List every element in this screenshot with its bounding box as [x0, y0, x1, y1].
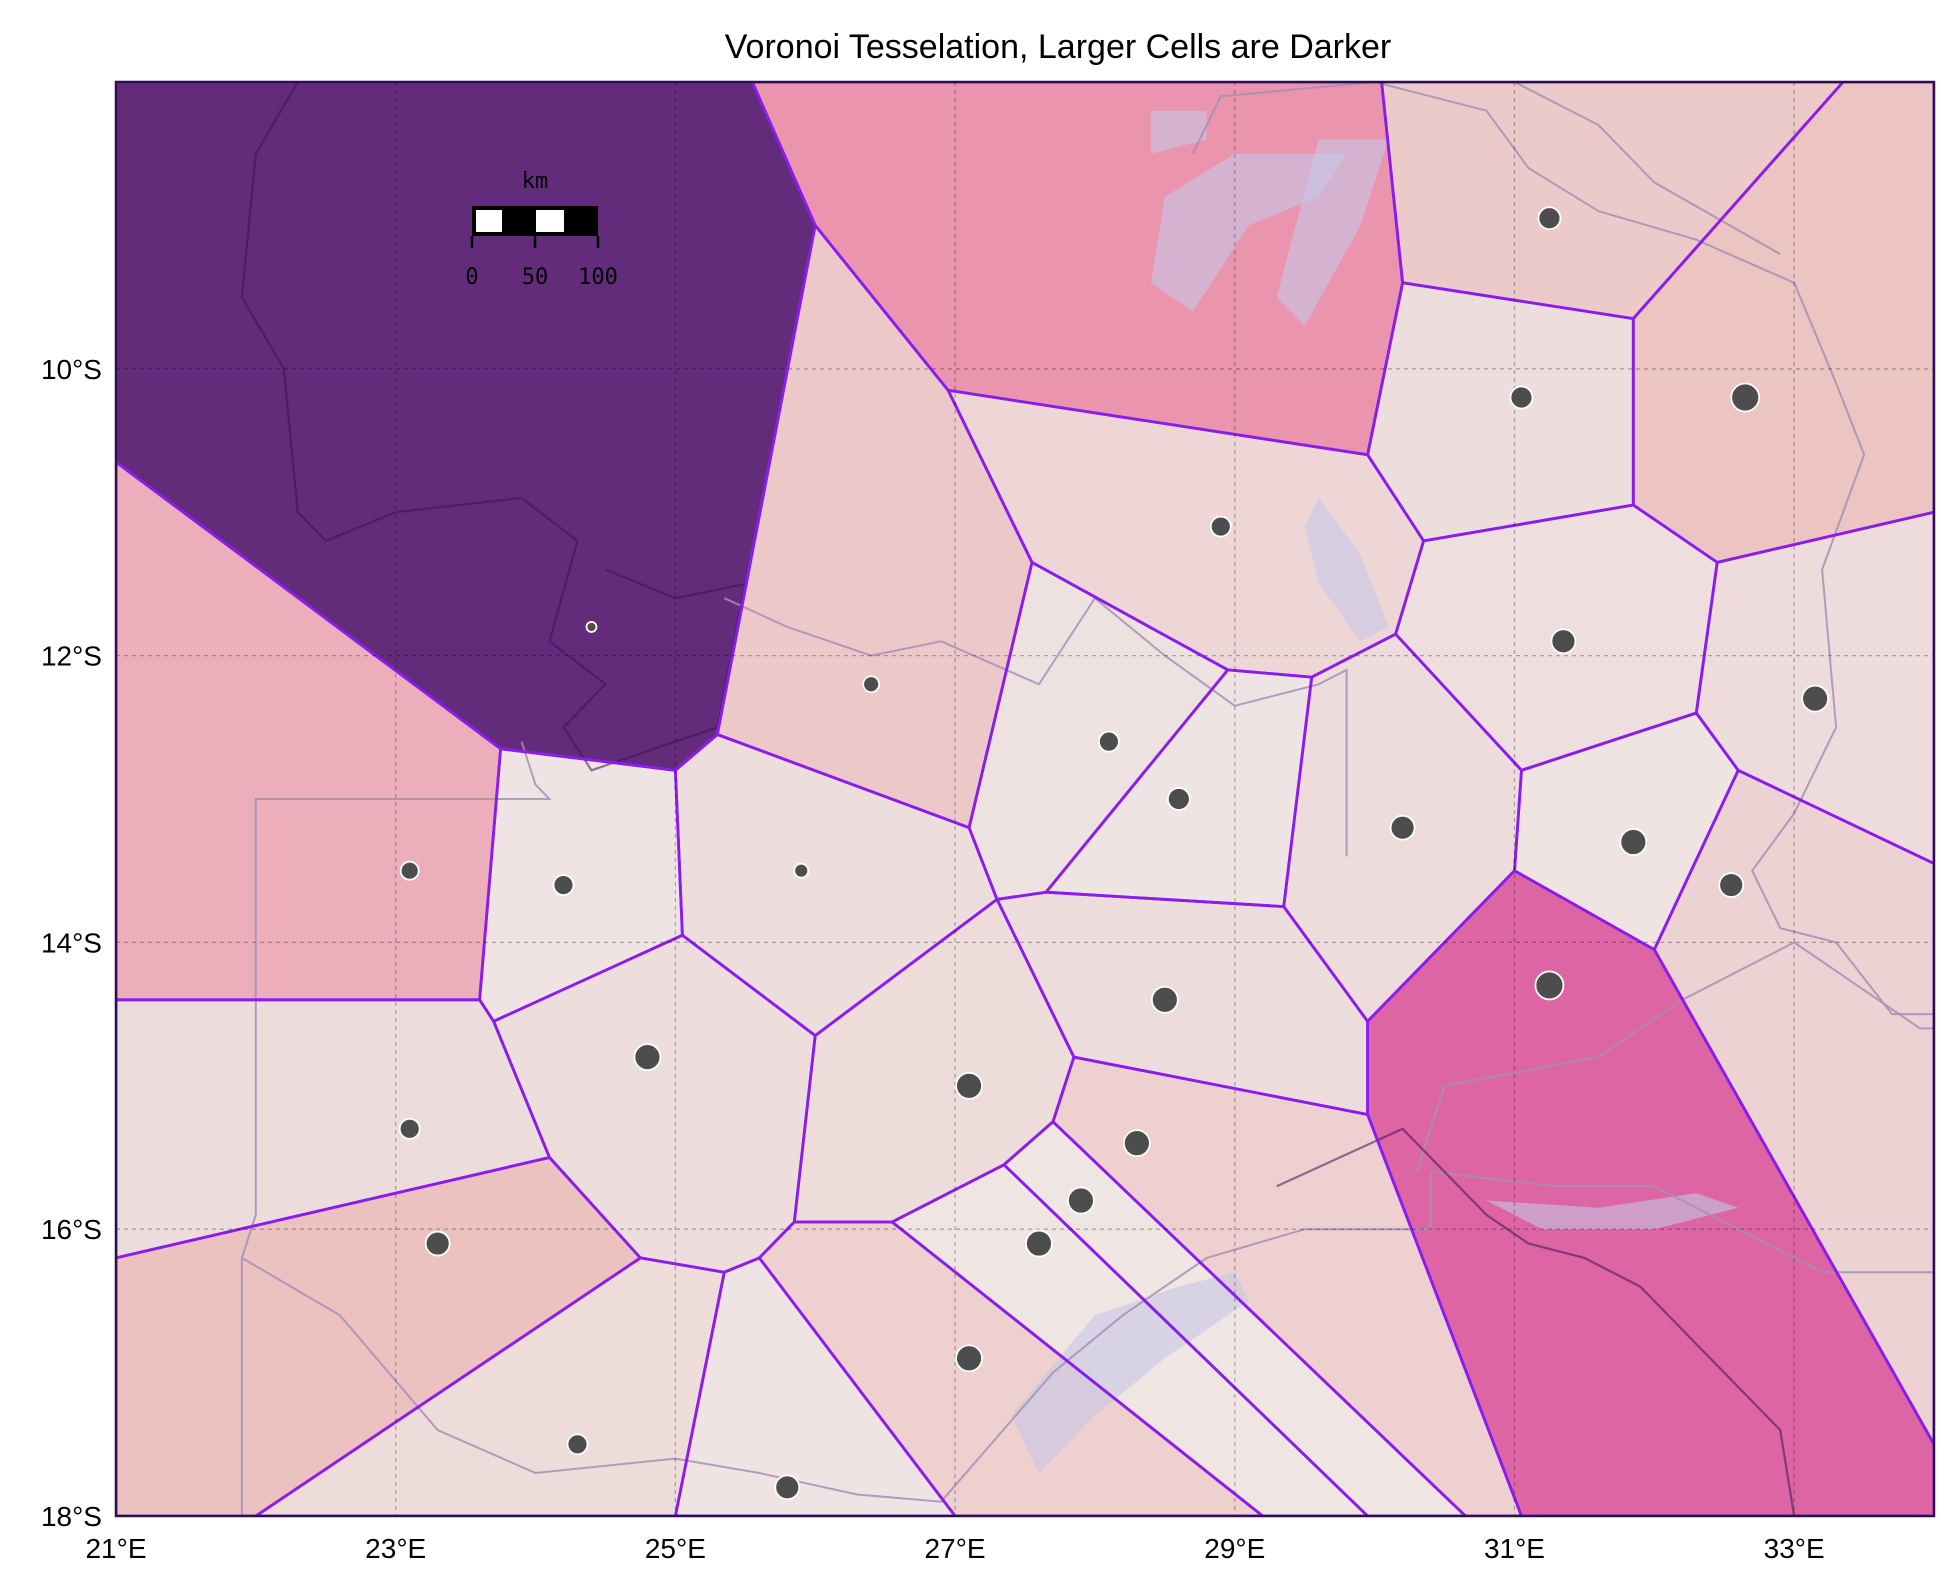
- site-point-5: [1550, 628, 1577, 655]
- gridlines: [116, 82, 1934, 1516]
- scale-bar-label-0: 0: [465, 265, 478, 290]
- site-point-12: [399, 860, 420, 881]
- site-point-17: [1150, 985, 1179, 1014]
- y-tick-label: 10°S: [41, 354, 102, 385]
- site-point-11: [1619, 828, 1648, 856]
- voronoi-cell-5: [717, 225, 1032, 828]
- site-point-8: [1801, 684, 1830, 713]
- voronoi-cell-6: [948, 390, 1424, 678]
- voronoi-cell-27: [675, 1257, 956, 1516]
- voronoi-cell-25: [116, 1157, 641, 1516]
- site-point-20: [398, 1117, 421, 1140]
- x-tick-label: 23°E: [365, 1533, 426, 1564]
- lakes-layer: [1011, 110, 1739, 1473]
- lake-3: [1486, 1193, 1739, 1230]
- x-tick-label: 33°E: [1764, 1533, 1825, 1564]
- voronoi-edge-26: [254, 1256, 726, 1516]
- chart-title: Voronoi Tesselation, Larger Cells are Da…: [725, 28, 1392, 66]
- site-points: [398, 206, 1830, 1501]
- y-axis-ticks: 10°S 12°S 14°S 16°S 18°S: [41, 354, 102, 1532]
- site-point-7: [1098, 730, 1120, 753]
- voronoi-cell-15: [479, 748, 683, 1022]
- y-tick-label: 18°S: [41, 1501, 102, 1532]
- y-tick-label: 14°S: [41, 927, 102, 958]
- x-tick-label: 25°E: [645, 1533, 706, 1564]
- voronoi-cell-19: [116, 999, 550, 1258]
- scale-bar-unit: km: [522, 169, 549, 194]
- voronoi-edge-17: [1652, 768, 1934, 1446]
- site-point-0: [585, 621, 598, 633]
- plot-area: [116, 82, 1934, 1516]
- voronoi-cell-10: [969, 562, 1228, 900]
- site-point-26: [566, 1433, 589, 1456]
- voronoi-edges: [116, 82, 1934, 1516]
- scale-bar-white-2: [536, 210, 564, 232]
- lake-2: [1011, 1272, 1249, 1473]
- lake-0: [1150, 153, 1347, 312]
- voronoi-cell-4: [1367, 282, 1634, 541]
- voronoi-edge-22: [1051, 1055, 1523, 1516]
- voronoi-edge-27: [674, 1256, 957, 1516]
- voronoi-cell-22: [1053, 1057, 1522, 1516]
- map-frame: [114, 80, 1936, 1518]
- y-tick-label: 12°S: [41, 641, 102, 672]
- site-point-9: [1166, 787, 1191, 811]
- x-tick-label: 21°E: [85, 1533, 146, 1564]
- country-border-5: [1514, 82, 1781, 255]
- site-point-13: [552, 874, 575, 896]
- site-point-18: [633, 1043, 662, 1072]
- lake-1: [1276, 139, 1389, 326]
- lake-5: [1150, 110, 1207, 154]
- site-point-4: [1209, 515, 1232, 538]
- site-point-2: [1509, 385, 1534, 410]
- voronoi-edge-24: [890, 1163, 1369, 1516]
- site-point-1: [1537, 206, 1562, 231]
- voronoi-cell-17: [1654, 770, 1934, 1445]
- lake-4: [1304, 497, 1389, 642]
- site-point-10: [1389, 814, 1416, 841]
- site-point-16: [1534, 970, 1565, 1001]
- voronoi-cell-18: [1367, 870, 1934, 1516]
- site-point-25: [955, 1344, 983, 1373]
- scale-bar: km 0 50 100: [465, 169, 618, 290]
- site-point-21: [1122, 1129, 1151, 1158]
- site-point-19: [955, 1071, 983, 1100]
- voronoi-cell-26: [255, 1257, 725, 1516]
- site-point-14: [793, 862, 810, 879]
- site-point-22: [1067, 1186, 1095, 1215]
- x-tick-label: 27°E: [925, 1533, 986, 1564]
- site-point-27: [774, 1474, 801, 1501]
- x-axis-ticks: 21°E 23°E 25°E 27°E 29°E 31°E 33°E: [85, 1533, 1824, 1564]
- site-point-3: [1730, 382, 1761, 413]
- voronoi-cell-20: [493, 935, 816, 1273]
- site-point-23: [424, 1230, 451, 1257]
- site-point-24: [1025, 1229, 1053, 1258]
- site-point-15: [1718, 872, 1745, 898]
- voronoi-edge-18: [1366, 869, 1934, 1516]
- x-tick-label: 29°E: [1204, 1533, 1265, 1564]
- dark-border-1: [1276, 1127, 1796, 1516]
- voronoi-edge-23: [1002, 1120, 1467, 1516]
- x-tick-label: 31°E: [1484, 1533, 1545, 1564]
- voronoi-cell-28: [759, 1222, 1263, 1516]
- scale-bar-label-100: 100: [578, 265, 618, 290]
- voronoi-cell-2: [1381, 82, 1844, 319]
- voronoi-edge-28: [757, 1220, 1265, 1516]
- y-tick-label: 16°S: [41, 1214, 102, 1245]
- voronoi-cell-14: [675, 734, 997, 1036]
- country-border-1: [241, 1170, 1934, 1503]
- voronoi-cell-21: [794, 899, 1074, 1222]
- scale-bar-label-50: 50: [522, 265, 549, 290]
- scale-bar-white-1: [476, 210, 502, 232]
- country-border-4: [1191, 82, 1934, 1016]
- country-borders: [240, 82, 1934, 1516]
- voronoi-cell-0: [116, 82, 816, 771]
- voronoi-cell-23: [1004, 1121, 1466, 1516]
- site-point-6: [862, 675, 881, 694]
